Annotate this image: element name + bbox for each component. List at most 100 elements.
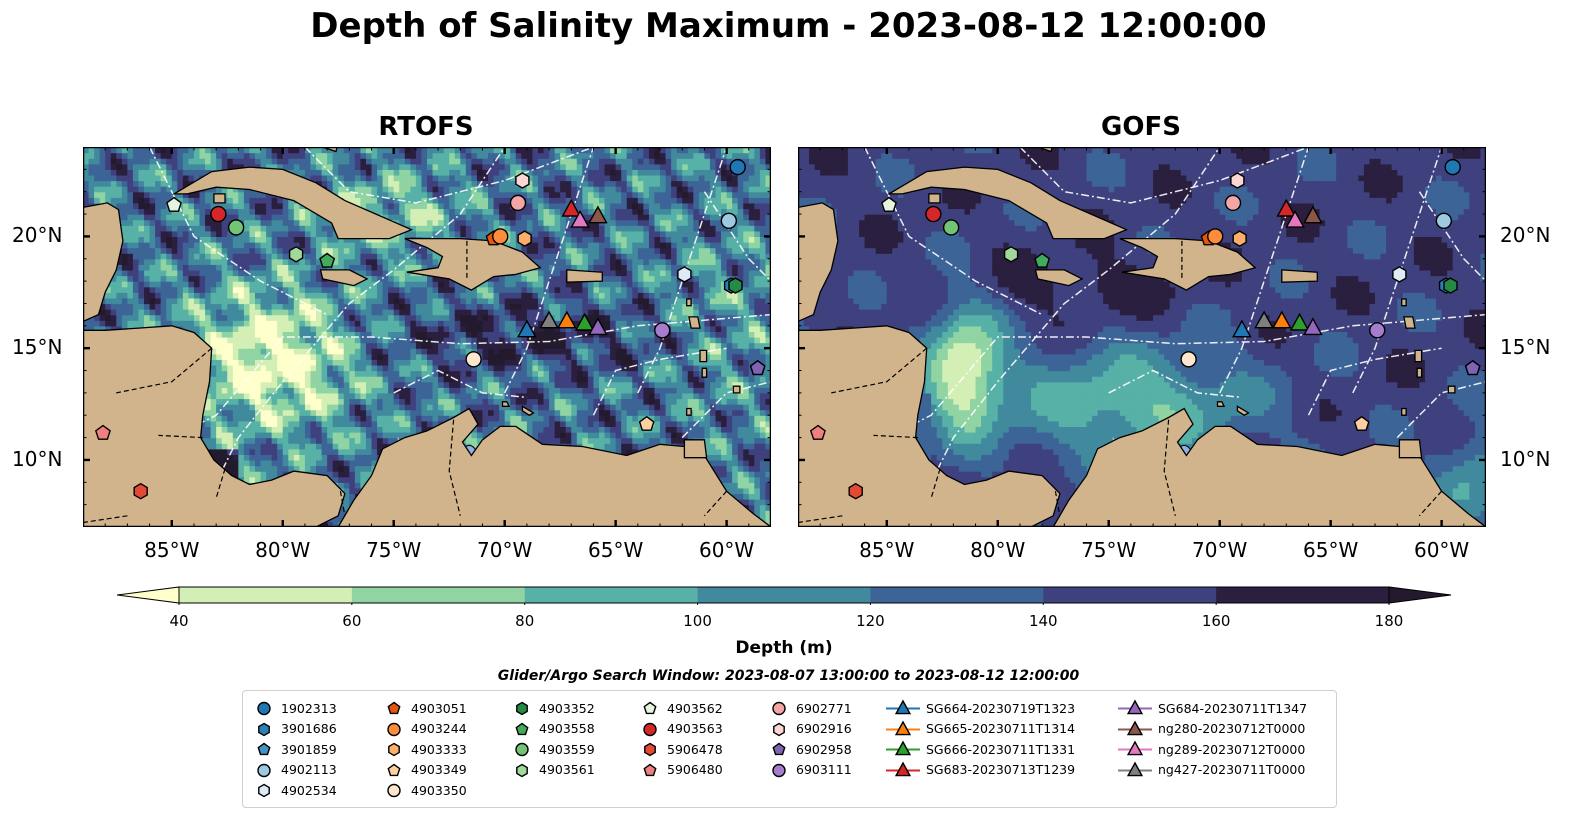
marker-4903333 — [517, 230, 532, 247]
panel-title-rtofs: RTOFS — [378, 112, 474, 142]
legend-label: 4903333 — [411, 741, 467, 757]
colorbar — [117, 586, 1452, 605]
legend-item: SG666-20230711T1331 — [886, 739, 1075, 759]
marker-6902916 — [1230, 172, 1245, 189]
legend-label: 4903561 — [539, 762, 595, 777]
legend-label: 6902958 — [796, 741, 852, 757]
legend-item: 4903562 — [639, 698, 723, 718]
legend-label: 4903562 — [667, 700, 723, 716]
legend-marker-circle-icon — [387, 722, 401, 736]
colorbar-tick-label: 100 — [683, 612, 712, 630]
legend-item: 4902534 — [253, 780, 337, 800]
legend-item: 3901686 — [253, 719, 337, 739]
legend-item: 4903563 — [639, 719, 723, 739]
marker-4903350 — [1180, 351, 1197, 368]
legend-label: 4902534 — [281, 782, 337, 798]
legend-marker-hexagon-icon — [773, 722, 785, 736]
legend-label: 4903244 — [411, 721, 467, 736]
legend-label: ng289-20230712T0000 — [1158, 741, 1306, 757]
gofs-map — [798, 147, 1486, 527]
legend-label: 4903349 — [411, 762, 467, 777]
marker-ng289-20230712T0000 — [570, 209, 590, 228]
colorbar-under-extend — [117, 586, 180, 604]
marker-ng289-20230712T0000 — [1285, 209, 1305, 228]
legend: 1902313 3901686 3901859 4902113 4902534 49030… — [242, 690, 1337, 808]
axis-ticks — [798, 147, 1486, 527]
map-frame — [798, 147, 1486, 527]
legend-marker-circle-icon — [257, 701, 271, 716]
marker-ng427-20230711T0000 — [539, 310, 559, 329]
marker-SG683-20230713T1239 — [561, 198, 582, 217]
legend-label: 6902916 — [796, 721, 852, 736]
x-tick-label: 65°W — [588, 538, 644, 562]
legend-marker-hexagon-icon — [516, 701, 528, 716]
marker-SG664-20230719T1323 — [517, 319, 537, 338]
marker-6903111 — [654, 322, 671, 339]
colorbar-over-extend — [1388, 586, 1452, 604]
x-tick-label: 80°W — [255, 538, 311, 562]
land — [798, 147, 1486, 527]
legend-label: 6902771 — [796, 700, 852, 716]
marker-6903111 — [1369, 322, 1386, 339]
legend-marker-pentagon-icon — [643, 763, 657, 776]
x-tick-label: 75°W — [366, 538, 422, 562]
legend-label: ng280-20230712T0000 — [1158, 721, 1306, 736]
figure-title: Depth of Salinity Maximum - 2023-08-12 1… — [310, 6, 1267, 46]
marker-4903562 — [166, 196, 182, 212]
legend-marker-pentagon-icon — [772, 742, 786, 756]
legend-item: SG683-20230713T1239 — [886, 760, 1075, 780]
legend-label: SG683-20230713T1239 — [926, 762, 1076, 777]
colorbar-segment — [179, 587, 353, 603]
marker-5906478 — [848, 482, 863, 500]
legend-marker-circle-icon — [515, 742, 529, 757]
legend-marker-triangle-icon — [1118, 699, 1152, 715]
legend-marker-triangle-icon — [886, 761, 920, 776]
panel-title-gofs: GOFS — [1101, 112, 1181, 142]
marker-4903558 — [1034, 252, 1051, 268]
marker-1902313 — [729, 158, 746, 176]
legend-item: 4903350 — [383, 780, 467, 800]
marker-6902916 — [515, 172, 530, 189]
legend-label: 4903352 — [539, 700, 595, 716]
country-borders — [83, 240, 728, 524]
colorbar-tick-label: 60 — [342, 612, 362, 630]
colorbar-segment — [697, 587, 871, 603]
x-tick-label: 60°W — [698, 538, 755, 562]
colorbar-segment — [870, 587, 1044, 603]
legend-item: 4903559 — [511, 739, 595, 759]
legend-item: 4903244 — [383, 719, 467, 739]
marker-4902113 — [1435, 212, 1453, 229]
legend-item: 4903333 — [383, 739, 467, 759]
colorbar-tick-label: 80 — [515, 612, 535, 630]
colorbar-tick-label: 40 — [169, 612, 189, 630]
marker-6902958 — [749, 359, 766, 376]
legend-item: 4903558 — [511, 719, 595, 739]
legend-label: SG666-20230711T1331 — [926, 741, 1076, 757]
legend-item: SG665-20230711T1314 — [886, 719, 1075, 739]
marker-4903559 — [227, 219, 245, 236]
legend-label: 5906478 — [667, 741, 723, 757]
legend-item: 6902916 — [768, 719, 852, 739]
y-tick-label: 20°N — [12, 223, 63, 248]
legend-item: 1902313 — [253, 698, 337, 718]
legend-item: 4902113 — [253, 760, 337, 780]
legend-marker-pentagon-icon — [643, 701, 657, 715]
y-tick-label: 10°N — [1500, 446, 1551, 471]
marker-6902771 — [1224, 194, 1242, 212]
legend-marker-hexagon-icon — [258, 783, 270, 798]
colorbar-tick-label: 180 — [1374, 612, 1404, 630]
legend-item: 3901859 — [253, 739, 337, 759]
legend-marker-triangle-icon — [1118, 761, 1152, 776]
marker-6902771 — [509, 194, 527, 212]
marker-4903352 — [728, 277, 743, 294]
legend-label: 4902113 — [281, 762, 337, 777]
legend-marker-hexagon-icon — [258, 722, 270, 736]
marker-4903558 — [319, 252, 336, 268]
legend-label: 4903350 — [411, 782, 467, 798]
legend-item: ng280-20230712T0000 — [1118, 719, 1305, 739]
y-tick-label: 20°N — [1500, 223, 1551, 248]
legend-item: ng289-20230712T0000 — [1118, 739, 1305, 759]
marker-5906480 — [94, 424, 111, 440]
colorbar-tick-label: 140 — [1028, 612, 1058, 630]
marker-SG683-20230713T1239 — [1276, 198, 1297, 217]
